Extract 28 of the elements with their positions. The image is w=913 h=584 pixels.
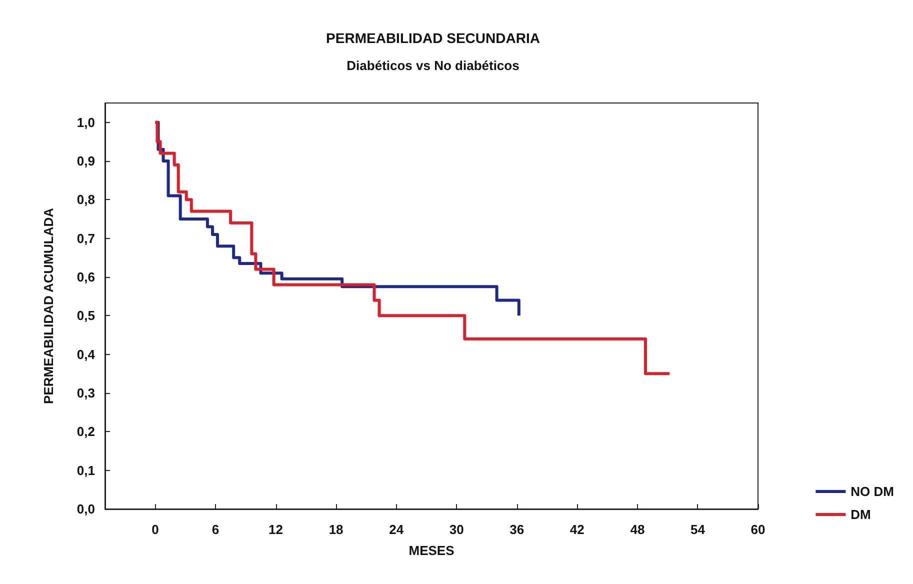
x-axis-title: MESES <box>408 543 455 558</box>
x-tick-label: 0 <box>152 522 159 537</box>
y-tick-label: 0,2 <box>76 424 95 440</box>
y-tick-label: 0,3 <box>76 386 95 400</box>
x-tick-label: 42 <box>570 522 584 537</box>
y-tick-label: 0,5 <box>76 308 95 324</box>
y-axis-title: PERMEABILIDAD ACUMULADA <box>41 207 56 404</box>
x-tick-label: 54 <box>690 522 706 537</box>
chart-title: PERMEABILIDAD SECUNDARIA <box>326 30 540 46</box>
y-tick-label: 1,0 <box>76 114 95 130</box>
y-tick-label: 0,6 <box>76 270 95 284</box>
y-tick-label: 0,0 <box>76 502 95 516</box>
y-tick-label: 0,9 <box>76 154 95 168</box>
legend-label: NO DM <box>850 484 894 499</box>
x-tick-label: 18 <box>328 522 344 537</box>
x-tick-label: 30 <box>449 522 464 537</box>
x-tick-label: 24 <box>389 522 404 537</box>
x-tick-label: 60 <box>750 522 766 537</box>
y-tick-label: 0,7 <box>76 230 95 246</box>
x-tick-label: 6 <box>212 522 220 537</box>
y-tick-label: 0,4 <box>76 346 96 362</box>
y-tick-label: 0,8 <box>76 192 95 208</box>
chart-subtitle: Diabéticos vs No diabéticos <box>346 58 520 73</box>
y-tick-label: 0,1 <box>76 462 95 478</box>
x-tick-label: 12 <box>268 522 284 537</box>
legend-label: DM <box>850 507 871 522</box>
x-tick-label: 36 <box>510 522 524 537</box>
x-tick-label: 48 <box>630 522 645 537</box>
